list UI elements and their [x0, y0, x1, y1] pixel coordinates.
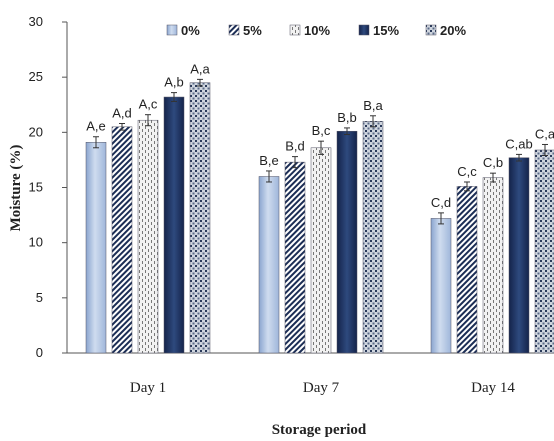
y-tick-label: 30 — [29, 14, 43, 29]
bar — [310, 147, 332, 354]
data-label: B,b — [337, 110, 357, 125]
bar — [258, 176, 280, 354]
data-label: A,c — [139, 97, 158, 112]
y-tick-label: 25 — [29, 69, 43, 84]
y-axis-title: Moisture (%) — [8, 145, 24, 232]
legend-label: 20% — [440, 23, 466, 38]
y-ticks: 0 5 10 15 20 25 30 — [29, 14, 67, 360]
bars — [85, 78, 554, 354]
data-label: B,d — [285, 139, 305, 154]
legend: 0% 5% 10% 15% 20% — [166, 23, 466, 38]
data-label: A,b — [164, 75, 184, 90]
bar — [430, 218, 452, 354]
data-label: C,ab — [505, 136, 532, 151]
bar — [189, 82, 211, 354]
data-label: B,e — [259, 153, 279, 168]
x-axis-title: Storage period — [272, 422, 367, 438]
legend-swatch — [358, 24, 370, 36]
data-label: C,c — [457, 164, 477, 179]
bar — [362, 121, 384, 354]
legend-swatch — [425, 24, 437, 36]
legend-swatch — [166, 24, 178, 36]
data-label: C,d — [431, 195, 451, 210]
legend-label: 0% — [181, 23, 200, 38]
data-label: B,c — [312, 123, 331, 138]
y-tick-label: 20 — [29, 124, 43, 139]
legend-label: 10% — [304, 23, 330, 38]
y-tick-label: 10 — [29, 235, 43, 250]
legend-swatch — [228, 24, 240, 36]
bar — [284, 161, 306, 354]
data-label: A,d — [112, 106, 132, 121]
x-tick-label: Day 7 — [303, 380, 340, 396]
bar — [482, 177, 504, 354]
data-labels: A,e B,e C,d A,d B,d C,c A,c B,c C,b A,b B,b C,ab A,a… — [86, 61, 554, 210]
x-tick-label: Day 1 — [130, 380, 166, 396]
bar — [137, 119, 159, 354]
bar — [508, 157, 530, 354]
data-label: A,a — [190, 61, 210, 76]
y-tick-label: 0 — [36, 345, 43, 360]
legend-label: 5% — [243, 23, 262, 38]
x-tick-label: Day 14 — [471, 380, 515, 396]
data-label: B,a — [363, 98, 383, 113]
bar — [456, 186, 478, 354]
bar — [534, 149, 554, 354]
data-label: C,b — [483, 155, 503, 170]
legend-label: 15% — [373, 23, 399, 38]
bar — [111, 126, 133, 354]
x-tick-labels: Day 1 Day 7 Day 14 — [130, 380, 515, 396]
bar — [163, 96, 185, 354]
y-tick-label: 15 — [29, 180, 43, 195]
bar — [85, 142, 107, 354]
data-label: C,a — [535, 126, 554, 141]
data-label: A,e — [86, 119, 106, 134]
bar — [336, 130, 358, 354]
y-tick-label: 5 — [36, 290, 43, 305]
legend-swatch — [289, 24, 301, 36]
